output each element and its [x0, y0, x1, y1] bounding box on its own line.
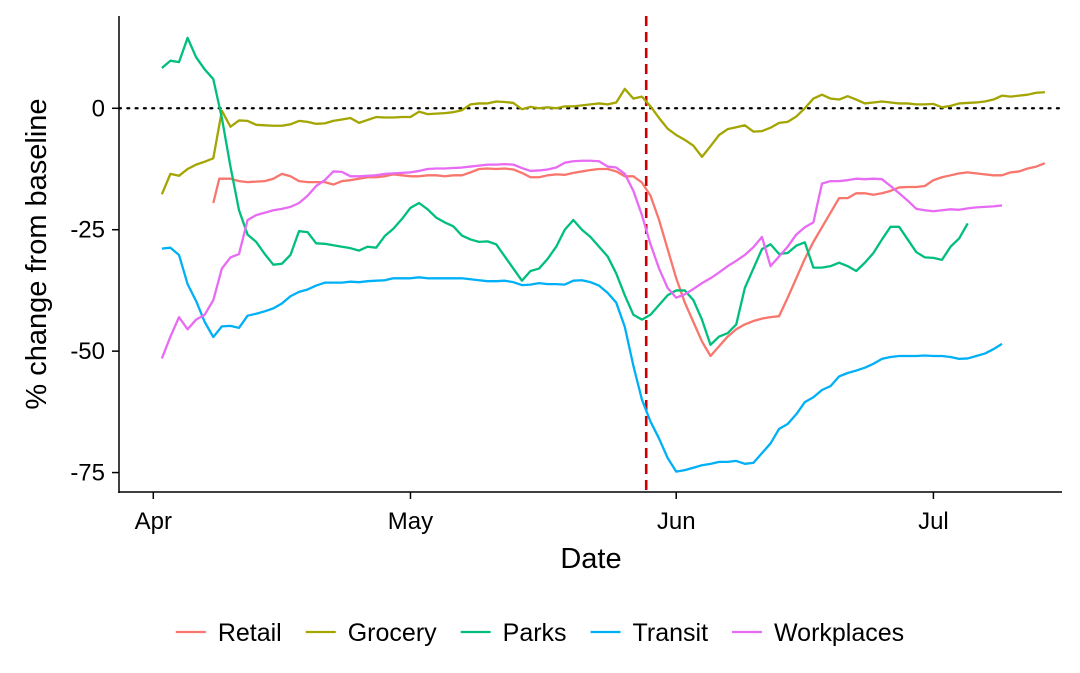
series-lines	[160, 36, 1046, 473]
legend-label-workplaces: Workplaces	[774, 619, 904, 647]
y-axis-title: % change from baseline	[21, 98, 53, 409]
series-line-workplaces	[160, 159, 1003, 359]
series-line-grocery	[160, 87, 1045, 195]
x-axis-title: Date	[560, 543, 621, 575]
axes	[118, 16, 1062, 493]
legend-item-workplaces: Workplaces	[732, 619, 904, 647]
y-tick-label: 0	[92, 95, 105, 122]
ticks: 0 -25 -50 -75 Apr May Jun Jul	[70, 95, 948, 535]
x-tick-label-apr: Apr	[135, 508, 172, 535]
series-line-transit	[161, 246, 1003, 473]
legend-item-transit: Transit	[590, 619, 709, 647]
x-tick-label-may: May	[388, 508, 433, 535]
x-tick-label-jun: Jun	[657, 508, 696, 535]
legend-item-retail: Retail	[175, 619, 282, 647]
legend-label-parks: Parks	[503, 619, 567, 647]
legend-item-grocery: Grocery	[305, 619, 437, 647]
legend: Retail Grocery Parks Transit Workplaces	[175, 619, 904, 647]
series-line-retail	[212, 162, 1046, 358]
y-tick-label: -25	[70, 217, 105, 244]
y-tick-label: -75	[70, 460, 105, 487]
y-tick-label: -50	[70, 338, 105, 365]
x-tick-label-jul: Jul	[918, 508, 949, 535]
reference-lines	[117, 16, 1064, 492]
legend-item-parks: Parks	[460, 619, 567, 647]
series-line-parks	[161, 36, 969, 346]
legend-label-transit: Transit	[633, 619, 709, 647]
legend-label-grocery: Grocery	[348, 619, 437, 647]
legend-label-retail: Retail	[218, 619, 282, 647]
